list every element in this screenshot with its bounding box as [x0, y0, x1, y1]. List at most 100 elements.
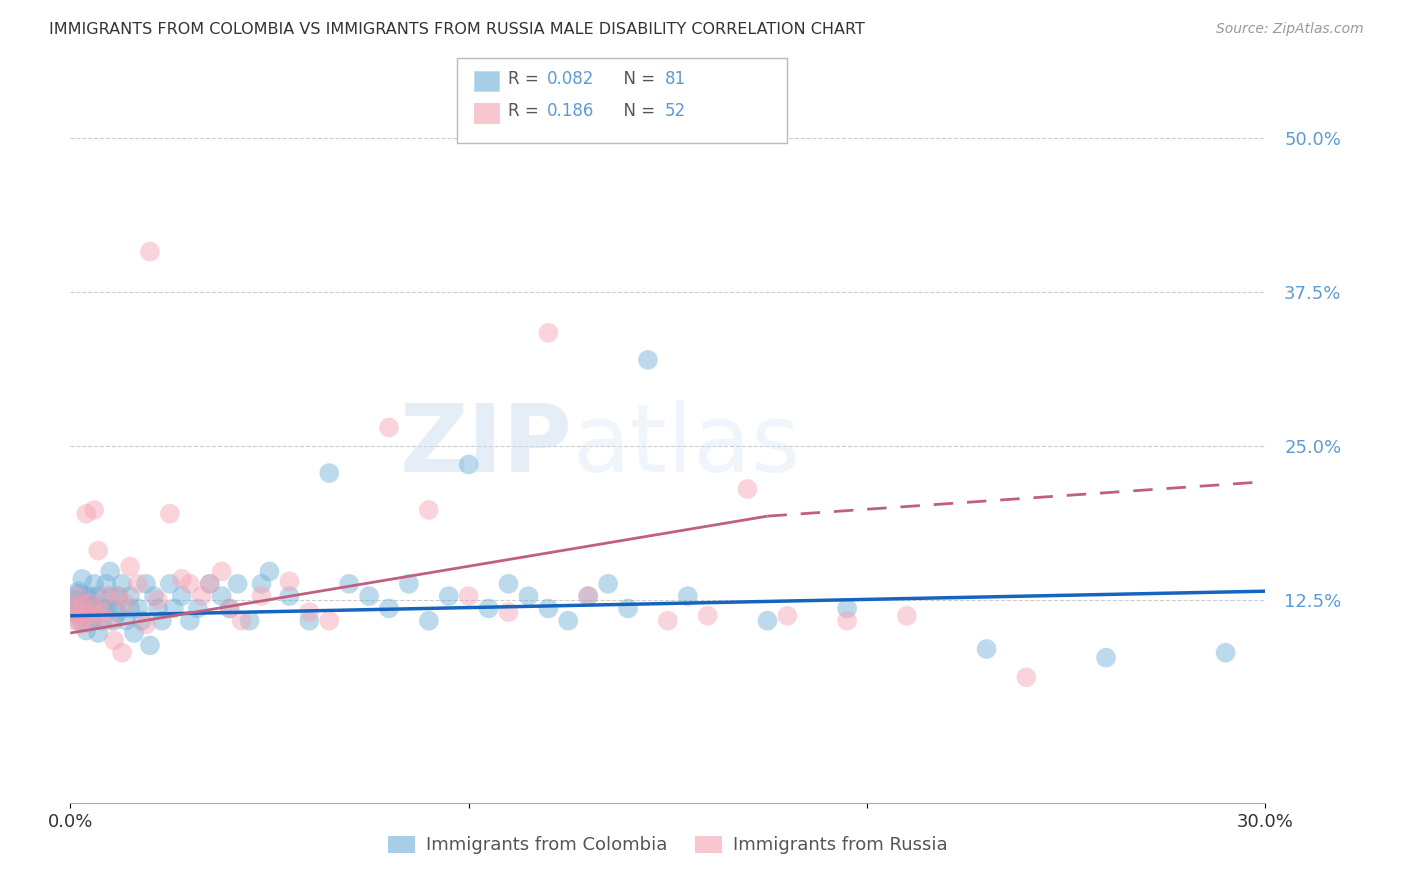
Point: [63, 605, 86, 619]
Point: [122, 626, 145, 640]
Point: [131, 614, 153, 628]
Point: [83, 611, 105, 625]
Point: [146, 601, 169, 615]
Point: [98, 565, 121, 579]
Point: [63, 614, 86, 628]
Point: [170, 572, 193, 586]
Point: [70, 608, 93, 623]
Point: [75, 608, 97, 623]
Point: [111, 646, 134, 660]
Point: [676, 589, 699, 603]
Point: [70, 572, 93, 586]
Point: [63, 599, 86, 613]
Point: [617, 601, 640, 615]
Point: [191, 589, 214, 603]
Point: [135, 576, 157, 591]
Point: [250, 589, 273, 603]
Text: ZIP: ZIP: [399, 400, 572, 492]
Point: [250, 576, 273, 591]
Point: [337, 576, 360, 591]
Point: [259, 565, 281, 579]
Point: [557, 614, 579, 628]
Point: [146, 592, 169, 607]
Point: [576, 589, 599, 603]
Text: 0.186: 0.186: [547, 103, 595, 120]
Point: [98, 614, 121, 628]
Point: [318, 614, 340, 628]
Point: [278, 589, 301, 603]
Point: [127, 601, 149, 615]
Text: N =: N =: [613, 103, 661, 120]
Point: [107, 589, 129, 603]
Point: [418, 503, 440, 517]
Point: [79, 611, 101, 625]
Point: [96, 576, 117, 591]
Point: [756, 614, 779, 628]
Text: R =: R =: [508, 103, 544, 120]
Point: [150, 614, 173, 628]
Point: [120, 589, 141, 603]
Point: [598, 576, 620, 591]
Point: [837, 614, 859, 628]
Point: [91, 614, 114, 628]
Point: [737, 482, 759, 496]
Text: 0.082: 0.082: [547, 70, 595, 88]
Point: [318, 466, 340, 480]
Point: [83, 599, 105, 613]
Point: [91, 601, 114, 615]
Point: [159, 576, 181, 591]
Point: [143, 589, 166, 603]
Point: [218, 601, 240, 615]
Point: [498, 605, 520, 619]
Point: [537, 601, 560, 615]
Point: [79, 614, 101, 628]
Point: [87, 608, 110, 623]
Point: [398, 576, 420, 591]
Point: [418, 614, 440, 628]
Point: [159, 507, 181, 521]
Point: [67, 601, 90, 615]
Point: [115, 614, 138, 628]
Point: [127, 576, 149, 591]
Point: [63, 605, 86, 619]
Point: [696, 608, 718, 623]
Point: [537, 326, 560, 340]
Point: [91, 605, 114, 619]
Point: [75, 601, 97, 615]
Point: [896, 608, 918, 623]
Point: [139, 244, 162, 259]
Point: [75, 624, 97, 638]
Point: [103, 601, 125, 615]
Point: [63, 592, 86, 607]
Text: R =: R =: [508, 70, 544, 88]
Point: [239, 614, 262, 628]
Point: [378, 601, 401, 615]
Point: [498, 576, 520, 591]
Point: [120, 601, 141, 615]
Point: [437, 589, 460, 603]
Point: [87, 543, 110, 558]
Point: [478, 601, 501, 615]
Point: [70, 597, 93, 611]
Point: [75, 507, 97, 521]
Text: 52: 52: [665, 103, 686, 120]
Point: [75, 589, 97, 603]
Text: N =: N =: [613, 70, 661, 88]
Point: [576, 589, 599, 603]
Point: [198, 576, 221, 591]
Point: [179, 614, 201, 628]
Point: [67, 584, 90, 599]
Point: [79, 599, 101, 613]
Point: [67, 589, 90, 603]
Point: [211, 589, 233, 603]
Text: 81: 81: [665, 70, 686, 88]
Point: [115, 597, 138, 611]
Point: [70, 607, 93, 621]
Point: [457, 589, 479, 603]
Point: [457, 458, 479, 472]
Point: [107, 605, 129, 619]
Text: Source: ZipAtlas.com: Source: ZipAtlas.com: [1216, 22, 1364, 37]
Point: [87, 589, 110, 603]
Point: [79, 597, 101, 611]
Point: [111, 576, 134, 591]
